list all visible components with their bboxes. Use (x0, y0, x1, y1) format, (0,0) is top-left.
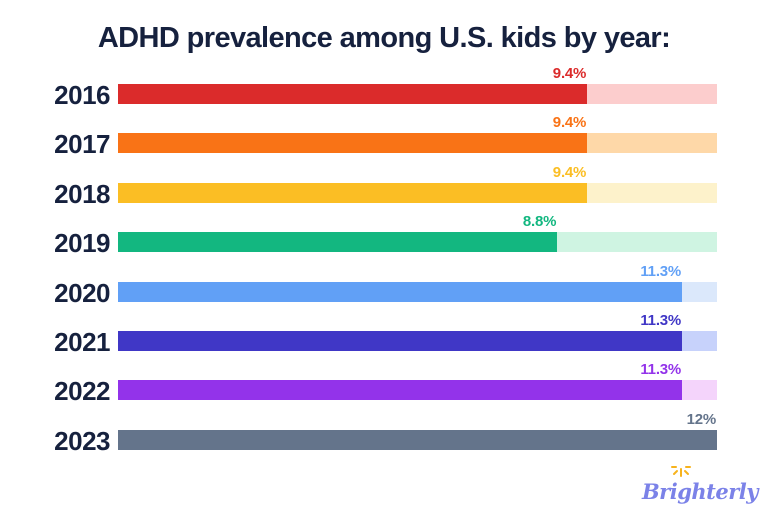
bar-track: 9.4% (118, 114, 717, 154)
brighterly-logo: Brighterly (642, 464, 759, 504)
bar-track: 11.3% (118, 312, 717, 351)
chart-row: 2019 8.8% (0, 212, 768, 261)
year-label: 2019 (54, 228, 110, 259)
year-label: 2021 (54, 326, 110, 357)
bar-fill: 9.4% (118, 65, 588, 104)
year-label: 2018 (54, 178, 110, 209)
value-label: 9.4% (552, 163, 587, 181)
bar-fill: 8.8% (118, 213, 558, 253)
bar-track: 12% (118, 411, 717, 450)
bar-fill: 11.3% (118, 263, 683, 302)
chart-row: 2016 9.4% (0, 64, 768, 113)
chart-row: 2023 12% (0, 410, 768, 459)
bar-fill: 12% (118, 411, 717, 450)
chart-row: 2017 9.4% (0, 113, 768, 162)
year-label: 2020 (54, 277, 110, 308)
bar-fill: 11.3% (118, 361, 683, 401)
bar-fill: 9.4% (118, 164, 588, 203)
value-label: 9.4% (552, 65, 587, 82)
value-label: 11.3% (640, 361, 682, 379)
bar-chart: 2016 9.4% 2017 9.4% 2018 9.4% 2019 8.8% 2020 11.3… (0, 64, 768, 459)
bar-track: 9.4% (118, 164, 717, 203)
year-label: 2023 (54, 425, 110, 456)
bar-track: 11.3% (118, 263, 717, 302)
value-label: 8.8% (522, 213, 557, 231)
bar-fill: 11.3% (118, 312, 683, 351)
chart-title: ADHD prevalence among U.S. kids by year: (97, 22, 671, 54)
bar-track: 8.8% (118, 213, 717, 253)
bar-track: 11.3% (118, 361, 717, 401)
value-label: 9.4% (552, 114, 587, 132)
sunburst-icon (671, 466, 691, 477)
chart-row: 2020 11.3% (0, 262, 768, 311)
year-label: 2022 (54, 376, 110, 407)
chart-row: 2018 9.4% (0, 163, 768, 212)
value-label: 11.3% (640, 262, 682, 280)
year-label: 2017 (54, 129, 110, 160)
chart-row: 2022 11.3% (0, 360, 768, 409)
bar-fill: 9.4% (118, 114, 588, 154)
value-label: 12% (686, 410, 717, 428)
chart-row: 2021 11.3% (0, 311, 768, 360)
year-label: 2016 (54, 80, 110, 110)
bar-track: 9.4% (118, 65, 717, 104)
logo-text: Brighterly (641, 479, 759, 504)
value-label: 11.3% (640, 311, 682, 329)
